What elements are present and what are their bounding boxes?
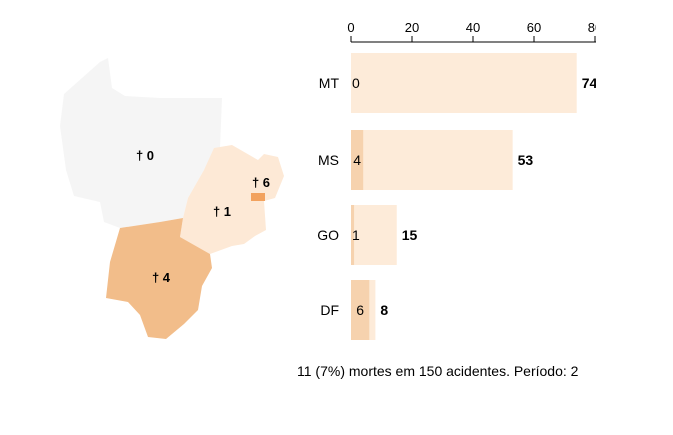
x-tick-label: 60: [527, 20, 541, 35]
map-label-df: † 6: [252, 175, 270, 190]
map-label-ms: † 4: [152, 270, 171, 285]
category-label: GO: [317, 227, 339, 243]
category-label: DF: [320, 302, 339, 318]
death-value-label: 1: [352, 227, 360, 243]
category-label: MT: [319, 75, 340, 91]
death-value-label: 4: [353, 152, 361, 168]
chart-caption: 11 (7%) mortes em 150 acidentes. Período…: [297, 363, 579, 379]
total-value-label: 74: [582, 75, 598, 91]
total-value-label: 15: [402, 227, 418, 243]
total-bar: [351, 205, 397, 265]
state-mt: [60, 58, 222, 228]
x-tick-label: 0: [347, 20, 354, 35]
region-map: † 0 † 1 † 6 † 4: [60, 58, 284, 339]
death-value-label: 6: [356, 302, 364, 318]
x-tick-label: 40: [466, 20, 480, 35]
map-label-mt: † 0: [136, 148, 154, 163]
total-value-label: 8: [380, 302, 388, 318]
state-df: [251, 193, 265, 201]
category-label: MS: [318, 152, 339, 168]
x-tick-label: 20: [405, 20, 419, 35]
state-ms: [106, 218, 212, 339]
death-bar: [351, 280, 370, 340]
state-go: [180, 145, 284, 254]
map-label-go: † 1: [213, 204, 231, 219]
death-bar: [351, 205, 355, 265]
total-value-label: 53: [518, 152, 534, 168]
death-bar: [351, 130, 364, 190]
death-value-label: 0: [352, 75, 360, 91]
total-bar: [351, 53, 577, 113]
total-bar: [351, 130, 513, 190]
x-tick-label: 80: [588, 20, 602, 35]
